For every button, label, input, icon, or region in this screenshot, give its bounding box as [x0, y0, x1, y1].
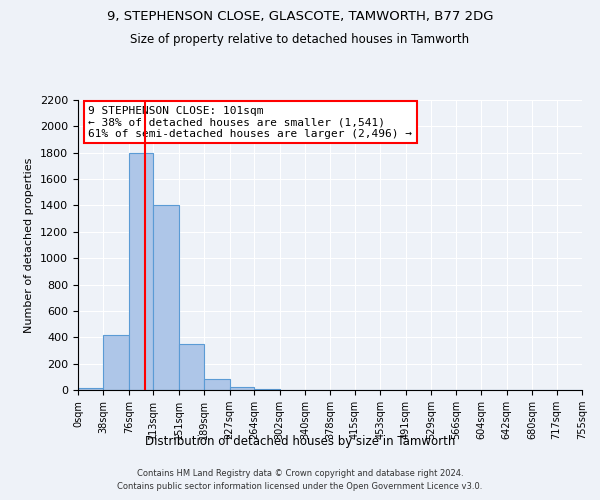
Text: 9, STEPHENSON CLOSE, GLASCOTE, TAMWORTH, B77 2DG: 9, STEPHENSON CLOSE, GLASCOTE, TAMWORTH,… — [107, 10, 493, 23]
Text: 9 STEPHENSON CLOSE: 101sqm
← 38% of detached houses are smaller (1,541)
61% of s: 9 STEPHENSON CLOSE: 101sqm ← 38% of deta… — [88, 106, 412, 139]
Text: Contains HM Land Registry data © Crown copyright and database right 2024.: Contains HM Land Registry data © Crown c… — [137, 468, 463, 477]
Bar — [103, 334, 129, 390]
Bar — [129, 152, 154, 390]
Text: Contains public sector information licensed under the Open Government Licence v3: Contains public sector information licen… — [118, 482, 482, 491]
Bar — [179, 344, 204, 390]
Text: Size of property relative to detached houses in Tamworth: Size of property relative to detached ho… — [130, 32, 470, 46]
Bar — [230, 386, 254, 390]
Bar — [204, 380, 230, 390]
Text: Distribution of detached houses by size in Tamworth: Distribution of detached houses by size … — [145, 435, 455, 448]
Bar — [78, 388, 103, 390]
Bar — [154, 206, 179, 390]
Y-axis label: Number of detached properties: Number of detached properties — [25, 158, 34, 332]
